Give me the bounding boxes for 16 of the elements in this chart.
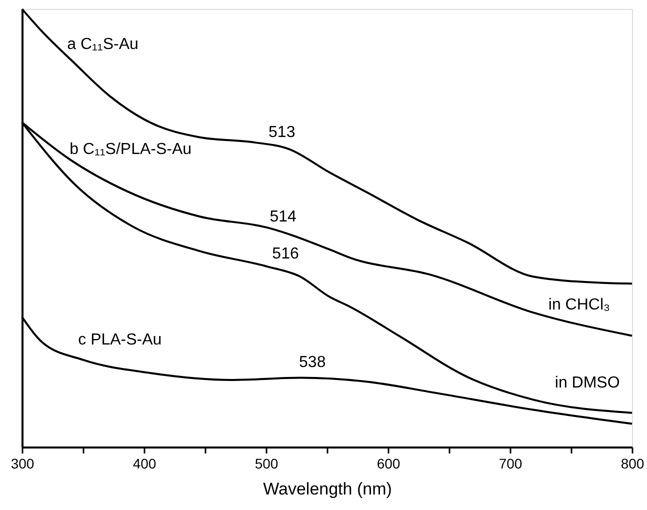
- x-tick-label: 700: [498, 456, 522, 472]
- x-axis-title: Wavelength (nm): [263, 480, 392, 498]
- series-label: a C₁₁S-Au: [67, 36, 138, 54]
- annotation: in CHCl₃: [548, 296, 610, 314]
- x-tick-label: 600: [376, 456, 400, 472]
- x-tick-label: 800: [620, 456, 644, 472]
- annotation: 514: [270, 208, 297, 226]
- x-tick-label: 500: [254, 456, 278, 472]
- annotation: 538: [299, 354, 326, 371]
- annotation: 516: [272, 246, 299, 263]
- annotation: 513: [268, 124, 296, 141]
- series-label: c PLA-S-Au: [78, 332, 162, 349]
- annotation: in DMSO: [554, 374, 620, 392]
- series-label: b C₁₁S/PLA-S-Au: [70, 141, 192, 158]
- x-tick-label: 400: [132, 456, 156, 472]
- x-tick-label: 300: [10, 456, 34, 472]
